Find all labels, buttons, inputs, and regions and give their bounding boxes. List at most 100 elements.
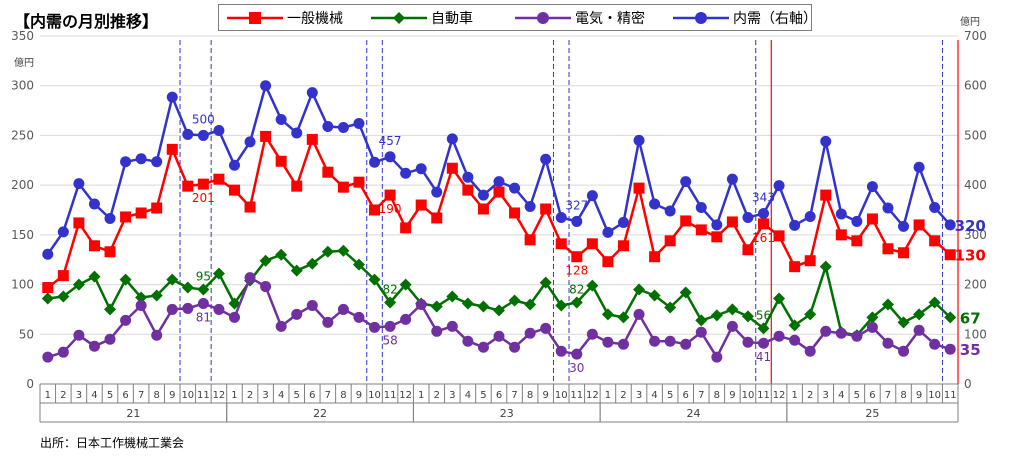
- data-point-circle: [244, 272, 256, 284]
- data-point-circle: [695, 326, 707, 338]
- data-point-diamond: [788, 319, 801, 332]
- data-point-square: [120, 211, 132, 223]
- data-point-circle: [306, 87, 318, 99]
- data-point-circle: [42, 351, 54, 363]
- data-point-circle: [400, 167, 412, 179]
- data-point-circle: [555, 345, 567, 357]
- data-point-square: [213, 173, 225, 185]
- month-tick-label: 1: [45, 390, 51, 401]
- month-tick-label: 7: [885, 390, 891, 401]
- data-point-diamond: [773, 292, 786, 305]
- data-point-square: [742, 244, 754, 256]
- data-point-circle: [664, 335, 676, 347]
- right-axis-unit: 億円: [960, 15, 980, 28]
- series-line: [46, 84, 952, 255]
- data-point-circle: [913, 161, 925, 173]
- data-point-circle: [431, 325, 443, 337]
- data-point-circle: [586, 190, 598, 202]
- data-point-circle: [711, 351, 723, 363]
- data-point-square: [882, 243, 894, 255]
- data-point-square: [555, 238, 567, 250]
- data-point-circle: [866, 181, 878, 193]
- data-label: 500: [192, 112, 215, 126]
- data-point-circle: [477, 341, 489, 353]
- month-tick-label: 12: [399, 390, 412, 401]
- data-point-diamond: [633, 283, 646, 296]
- data-point-circle: [57, 346, 69, 358]
- data-point-diamond: [570, 296, 583, 309]
- data-point-square: [88, 240, 100, 252]
- data-point-diamond: [166, 273, 179, 286]
- data-point-square: [944, 249, 956, 261]
- month-tick-label: 8: [714, 390, 720, 401]
- left-axis-tick-label: 300: [11, 79, 34, 93]
- data-point-square: [73, 217, 85, 229]
- data-point-square: [773, 230, 785, 242]
- data-label: 67: [960, 309, 981, 327]
- data-point-diamond: [57, 290, 70, 303]
- month-tick-label: 11: [384, 390, 397, 401]
- data-point-circle: [151, 329, 163, 341]
- data-point-circle: [275, 320, 287, 332]
- month-tick-label: 3: [449, 390, 455, 401]
- data-label: 56: [756, 308, 771, 322]
- data-point-square: [462, 184, 474, 196]
- month-tick-label: 7: [698, 390, 704, 401]
- data-point-circle: [353, 117, 365, 129]
- data-point-circle: [602, 336, 614, 348]
- data-point-diamond: [119, 273, 132, 286]
- month-tick-label: 7: [511, 390, 517, 401]
- data-point-circle: [337, 303, 349, 315]
- data-point-square: [540, 203, 552, 215]
- left-axis-tick-label: 100: [11, 278, 34, 292]
- data-point-diamond: [804, 308, 817, 321]
- data-point-circle: [820, 135, 832, 147]
- legend: 一般機械 自動車 電気・精密 内需（右軸）: [218, 4, 817, 31]
- month-tick-label: 2: [60, 390, 66, 401]
- data-point-square: [602, 256, 614, 268]
- right-axis-tick-label: 600: [964, 79, 987, 93]
- data-point-circle: [633, 308, 645, 320]
- data-point-square: [446, 162, 458, 174]
- data-point-square: [789, 261, 801, 273]
- data-point-square: [244, 201, 256, 213]
- data-point-diamond: [819, 260, 832, 273]
- month-tick-label: 5: [854, 390, 860, 401]
- data-label: 190: [379, 202, 402, 216]
- month-tick-label: 2: [247, 390, 253, 401]
- data-point-diamond: [710, 309, 723, 322]
- data-point-circle: [835, 208, 847, 220]
- month-tick-label: 4: [465, 390, 471, 401]
- data-point-circle: [758, 207, 770, 219]
- data-point-diamond: [601, 308, 614, 321]
- data-label: 130: [955, 247, 986, 265]
- data-point-square: [711, 231, 723, 243]
- data-point-square: [306, 133, 318, 145]
- data-point-diamond: [741, 310, 754, 323]
- data-point-square: [337, 181, 349, 193]
- month-tick-label: 1: [791, 390, 797, 401]
- data-point-circle: [929, 338, 941, 350]
- data-point-diamond: [337, 244, 350, 257]
- data-point-square: [182, 180, 194, 192]
- data-point-circle: [789, 334, 801, 346]
- data-point-circle: [120, 314, 132, 326]
- month-tick-label: 6: [122, 390, 128, 401]
- data-point-circle: [322, 120, 334, 132]
- legend-diamond-marker-icon: [371, 12, 427, 24]
- data-point-diamond: [508, 294, 521, 307]
- right-axis-tick-label: 200: [964, 278, 987, 292]
- month-tick-label: 8: [154, 390, 160, 401]
- series-line: [47, 276, 951, 359]
- data-point-circle: [104, 333, 116, 345]
- data-point-circle: [337, 121, 349, 133]
- data-point-circle: [353, 311, 365, 323]
- data-point-diamond: [321, 245, 334, 258]
- data-point-circle: [695, 202, 707, 214]
- data-point-square: [400, 222, 412, 234]
- data-point-diamond: [897, 316, 910, 329]
- data-point-circle: [197, 129, 209, 141]
- month-tick-label: 9: [542, 390, 548, 401]
